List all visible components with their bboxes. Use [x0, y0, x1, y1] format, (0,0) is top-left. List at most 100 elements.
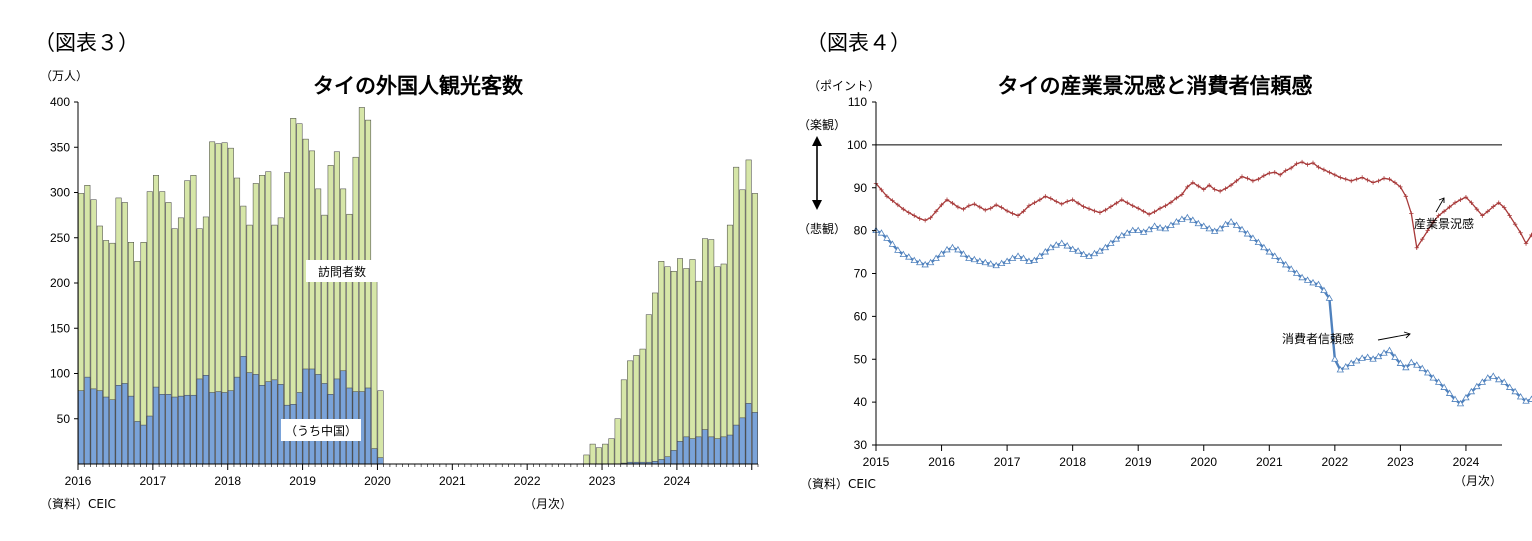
business-sentiment-point	[922, 218, 928, 223]
figure-label-3: （図表３）	[34, 31, 139, 55]
business-sentiment-point	[1119, 197, 1125, 202]
consumer-confidence-point	[1456, 399, 1465, 407]
business-sentiment-point	[1480, 213, 1485, 218]
chart4-y-tick-label: 40	[854, 395, 868, 409]
visitors-bar	[695, 280, 702, 465]
business-sentiment-point	[1228, 182, 1234, 188]
business-sentiment-point	[1294, 161, 1299, 166]
chart3-x-tick-label: 2019	[289, 474, 316, 488]
business-sentiment-point	[983, 207, 988, 213]
chart4-x-tick-label: 2017	[994, 455, 1021, 469]
consumer-confidence-point	[1358, 354, 1366, 361]
business-sentiment-point	[1398, 184, 1403, 190]
consumer-confidence-point	[1331, 355, 1339, 362]
consumer-confidence-point	[1090, 249, 1099, 257]
business-sentiment-point	[966, 203, 972, 208]
consumer-confidence-point	[959, 250, 968, 257]
business-sentiment-point	[1185, 184, 1190, 190]
china-bar	[84, 376, 91, 465]
business-sentiment-point	[1272, 170, 1277, 175]
chart4-y-axis: 30 40 50 60 70 80 90 100 110	[847, 95, 876, 452]
business-sentiment-point	[1021, 209, 1026, 214]
business-sentiment-point	[928, 215, 933, 220]
chart4-ylabel: （ポイント）	[808, 79, 880, 93]
consumer-confidence-point	[1161, 224, 1170, 232]
china-bar	[259, 385, 266, 465]
business-sentiment-point	[1152, 209, 1157, 214]
consumer-confidence-point	[1369, 355, 1377, 362]
consumer-confidence-point	[981, 258, 989, 266]
consumer-confidence-point	[1363, 353, 1372, 360]
consumer-confidence-point	[1254, 238, 1263, 246]
business-sentiment-point	[1458, 197, 1463, 202]
consumer-confidence-point	[1025, 257, 1033, 264]
chart3-xlabel: （月次）	[524, 497, 572, 511]
consumer-confidence-point	[1407, 358, 1416, 366]
business-sentiment-point	[901, 206, 906, 212]
visitors-bar	[658, 261, 665, 465]
chart3-source: （資料）CEIC	[40, 497, 116, 511]
consumer-confidence-point	[1210, 227, 1219, 234]
china-bar	[689, 438, 696, 465]
business-sentiment-point	[939, 202, 944, 208]
business-sentiment-point	[1163, 203, 1168, 208]
consumer-confidence-point	[1019, 254, 1028, 261]
business-sentiment-point	[1168, 200, 1174, 205]
consumer-confidence-point	[1249, 234, 1257, 241]
business-sentiment-point	[917, 216, 922, 221]
business-sentiment-point	[972, 201, 977, 207]
business-sentiment-point	[1070, 197, 1075, 202]
visitors-bar	[627, 360, 634, 465]
chart3-visitors-callout-box	[306, 260, 378, 282]
chart4-y-tick-label: 60	[854, 309, 868, 323]
visitors-bar	[664, 266, 671, 465]
consumer-confidence-point	[1342, 362, 1350, 370]
china-bar	[670, 450, 677, 465]
business-sentiment-line	[875, 161, 1532, 250]
business-sentiment-point	[1239, 174, 1245, 179]
business-sentiment-point	[1414, 245, 1419, 250]
consumer-confidence-point	[976, 257, 984, 264]
consumer-confidence-point	[1150, 222, 1159, 229]
consumer-confidence-point	[1336, 365, 1345, 373]
consumer-confidence-point	[1440, 383, 1448, 390]
consumer-confidence-point	[1462, 393, 1470, 401]
consumer-confidence-point	[1156, 224, 1164, 231]
business-sentiment-point	[1059, 201, 1064, 207]
consumer-confidence-point	[997, 259, 1006, 267]
consumer-confidence-point	[1385, 346, 1394, 354]
consumer-confidence-point	[1041, 248, 1050, 255]
business-sentiment-point	[1447, 204, 1452, 210]
consumer-confidence-point	[910, 256, 918, 264]
business-sentiment-point	[1365, 177, 1370, 183]
china-bar	[134, 421, 141, 465]
visitors-bar	[589, 443, 596, 465]
chart3-x-tick-label: 2020	[364, 474, 391, 488]
consumer-confidence-point	[1096, 247, 1104, 254]
consumer-confidence-point	[899, 250, 908, 258]
chart3-x-axis: 2016 2017 2018 2019 2020 2021 2022 2023 2024	[65, 464, 759, 488]
consumer-confidence-point	[905, 253, 913, 260]
consumer-confidence-point	[1123, 229, 1131, 236]
chart4-y-tick-label: 70	[854, 267, 868, 281]
china-bar	[177, 395, 184, 465]
consumer-confidence-point	[883, 234, 891, 241]
consumer-confidence-point	[877, 229, 886, 236]
visitors-bar	[683, 268, 690, 465]
china-bar	[246, 372, 253, 465]
business-sentiment-point	[890, 198, 895, 203]
business-sentiment-point	[1474, 206, 1480, 212]
business-sentiment-point	[1223, 186, 1228, 191]
chart3-x-tick-label: 2016	[65, 474, 92, 488]
business-sentiment-point	[988, 206, 993, 211]
china-bar	[196, 378, 203, 465]
chart4-y-tick-label: 30	[854, 438, 868, 452]
consumer-confidence-point	[1325, 294, 1334, 301]
business-sentiment-point	[1387, 176, 1392, 182]
consumer-confidence-point	[1227, 218, 1235, 225]
chart4-x-tick-label: 2019	[1125, 455, 1152, 469]
business-sentiment-point	[1321, 167, 1327, 172]
business-sentiment-point	[1430, 219, 1436, 225]
business-sentiment-point	[1463, 194, 1469, 200]
